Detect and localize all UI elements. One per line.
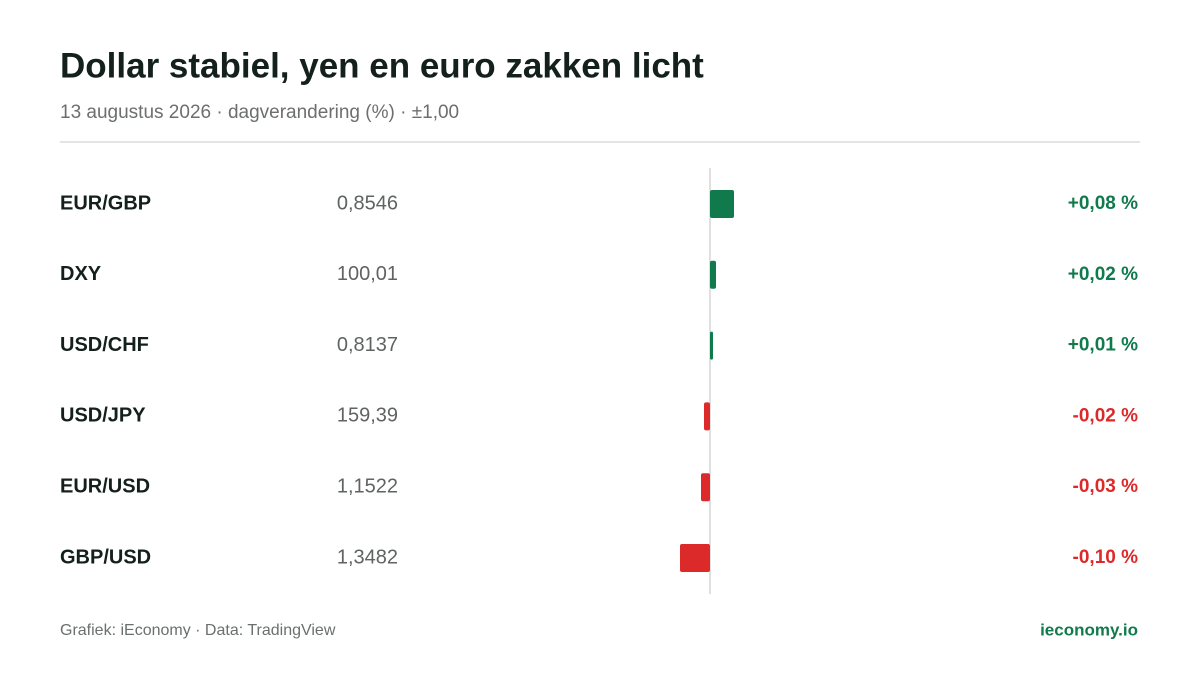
rate: 1,3482	[337, 546, 398, 568]
value-label: -0,10 %	[1073, 547, 1139, 568]
rate: 1,1522	[337, 475, 398, 497]
chart-subtitle: 13 augustus 2026 · dagverandering (%) · …	[60, 102, 459, 123]
brand: ieconomy.io	[1040, 620, 1138, 639]
bar	[701, 473, 710, 502]
category-label: EUR/USD	[60, 475, 150, 497]
rate: 159,39	[337, 405, 398, 427]
value-label: -0,02 %	[1073, 405, 1139, 426]
bar	[710, 190, 734, 218]
value-label: +0,08 %	[1068, 193, 1138, 214]
category-label: GBP/USD	[60, 546, 151, 568]
value-label: -0,03 %	[1073, 476, 1139, 497]
category-label: USD/CHF	[60, 334, 149, 356]
bar	[710, 260, 716, 289]
value-label: +0,01 %	[1068, 335, 1138, 356]
rate: 0,8546	[337, 192, 398, 214]
bar	[704, 402, 710, 431]
rate: 100,01	[337, 263, 398, 285]
rate: 0,8137	[337, 334, 398, 356]
bar	[710, 331, 713, 360]
category-label: USD/JPY	[60, 405, 146, 427]
value-label: +0,02 %	[1068, 264, 1138, 285]
source: Grafiek: iEconomy · Data: TradingView	[60, 622, 336, 639]
category-label: EUR/GBP	[60, 192, 151, 214]
category-label: DXY	[60, 263, 102, 285]
bar	[680, 544, 710, 572]
chart-title: Dollar stabiel, yen en euro zakken licht	[60, 46, 704, 85]
